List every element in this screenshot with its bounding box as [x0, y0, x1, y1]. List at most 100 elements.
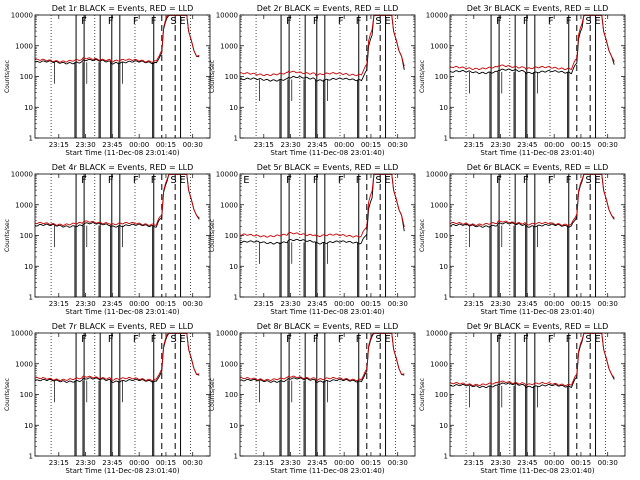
y-tick-label: 100 — [20, 73, 33, 81]
y-axis-label: Counts/sec — [419, 378, 426, 411]
top-marker-label: F — [108, 175, 114, 186]
y-tick-label: 1 — [234, 453, 238, 461]
x-tick-label: 00:00 — [129, 141, 149, 149]
x-tick-label: 23:30 — [280, 459, 300, 467]
top-marker-label: E — [179, 334, 185, 345]
top-marker-label: E — [243, 175, 249, 186]
top-marker-label: F — [566, 334, 572, 345]
x-tick-label: 00:00 — [334, 141, 354, 149]
top-marker-label: F — [286, 16, 292, 27]
top-marker-label: F — [523, 175, 529, 186]
y-tick-label: 10000 — [426, 330, 448, 338]
y-tick-label: 1 — [29, 135, 33, 143]
y-tick-label: 10000 — [216, 330, 238, 338]
top-marker-label: F — [496, 175, 502, 186]
x-tick-label: 00:15 — [571, 300, 591, 308]
x-tick-label: 23:30 — [75, 459, 95, 467]
top-marker-label: F — [81, 334, 87, 345]
event-rate-line — [239, 173, 405, 245]
top-marker-label: F — [313, 175, 319, 186]
y-axis-label: Counts/sec — [4, 60, 11, 93]
x-tick-label: 23:45 — [517, 141, 537, 149]
y-tick-label: 10000 — [426, 171, 448, 179]
event-rate-line — [34, 332, 200, 383]
y-tick-label: 10000 — [11, 12, 33, 20]
x-tick-label: 00:15 — [156, 459, 176, 467]
event-rate-line — [239, 332, 405, 383]
y-tick-label: 10 — [24, 263, 33, 271]
top-marker-label: F — [548, 16, 554, 27]
top-marker-label: F — [81, 16, 87, 27]
x-tick-label: 00:30 — [598, 459, 618, 467]
top-marker-label: S — [585, 16, 591, 27]
y-tick-label: 1 — [29, 453, 33, 461]
detector-panel: Det 2r BLACK = Events, RED = LLD Counts/s… — [209, 4, 416, 157]
x-tick-label: 00:30 — [598, 300, 618, 308]
x-tick-label: 23:15 — [464, 300, 484, 308]
y-tick-label: 100 — [435, 232, 448, 240]
panel-title: Det 2r BLACK = Events, RED = LLD — [257, 4, 399, 13]
y-tick-label: 10 — [229, 263, 238, 271]
y-tick-label: 10 — [229, 104, 238, 112]
panel-title: Det 1r BLACK = Events, RED = LLD — [52, 4, 194, 13]
y-tick-label: 1000 — [430, 42, 448, 50]
x-tick-label: 23:15 — [464, 141, 484, 149]
y-axis-label: Counts/sec — [4, 378, 11, 411]
x-tick-label: 23:45 — [102, 459, 122, 467]
y-tick-label: 1000 — [220, 42, 238, 50]
x-tick-label: 00:30 — [598, 141, 618, 149]
top-marker-label: S — [375, 16, 381, 27]
x-tick-label: 00:15 — [156, 141, 176, 149]
lld-rate-line — [239, 173, 405, 238]
x-tick-label: 00:00 — [334, 300, 354, 308]
event-rate-line — [34, 173, 200, 228]
x-axis-label: Start Time (11-Dec-08 23:01:40) — [480, 149, 594, 157]
x-tick-label: 23:45 — [517, 459, 537, 467]
detector-panel: Det 1r BLACK = Events, RED = LLD Counts/s… — [4, 4, 211, 157]
y-tick-label: 10000 — [426, 12, 448, 20]
x-tick-label: 00:15 — [361, 459, 381, 467]
x-axis-label: Start Time (11-Dec-08 23:01:40) — [270, 149, 384, 157]
top-marker-label: F — [108, 16, 114, 27]
y-tick-label: 1000 — [220, 360, 238, 368]
top-marker-label: F — [338, 334, 344, 345]
x-tick-label: 23:15 — [49, 141, 69, 149]
detector-panel: Det 7r BLACK = Events, RED = LLD Counts/s… — [4, 322, 211, 475]
x-tick-label: 00:00 — [544, 141, 564, 149]
top-marker-label: F — [338, 16, 344, 27]
event-rate-line — [449, 332, 615, 389]
top-marker-label: E — [384, 175, 390, 186]
lld-rate-line — [449, 173, 615, 226]
x-tick-label: 00:15 — [571, 459, 591, 467]
lld-rate-line — [449, 332, 615, 387]
top-marker-label: F — [548, 175, 554, 186]
x-tick-label: 00:30 — [183, 300, 203, 308]
y-axis-label: Counts/sec — [209, 378, 216, 411]
lld-rate-line — [449, 14, 615, 71]
top-marker-label: F — [108, 334, 114, 345]
top-marker-label: F — [313, 16, 319, 27]
event-rate-line — [239, 14, 405, 82]
y-tick-label: 1 — [444, 135, 448, 143]
panel-title: Det 8r BLACK = Events, RED = LLD — [257, 322, 399, 331]
detector-panel: Det 8r BLACK = Events, RED = LLD Counts/s… — [209, 322, 416, 475]
x-axis-label: Start Time (11-Dec-08 23:01:40) — [480, 467, 594, 475]
top-marker-label: E — [384, 16, 390, 27]
top-marker-label: F — [133, 16, 139, 27]
x-tick-label: 00:15 — [361, 300, 381, 308]
panel-title: Det 7r BLACK = Events, RED = LLD — [52, 322, 194, 331]
y-tick-label: 1000 — [220, 201, 238, 209]
x-tick-label: 00:30 — [388, 459, 408, 467]
top-marker-label: S — [170, 334, 176, 345]
x-tick-label: 23:30 — [490, 141, 510, 149]
detector-panel: Det 3r BLACK = Events, RED = LLD Counts/s… — [419, 4, 626, 157]
plot-frame — [239, 173, 416, 298]
x-tick-label: 00:30 — [388, 141, 408, 149]
top-marker-label: F — [151, 16, 157, 27]
plot-frame — [449, 332, 626, 457]
y-tick-label: 10000 — [11, 171, 33, 179]
y-tick-label: 10 — [229, 422, 238, 430]
y-tick-label: 10 — [439, 422, 448, 430]
y-tick-label: 10 — [24, 104, 33, 112]
top-marker-label: F — [151, 175, 157, 186]
